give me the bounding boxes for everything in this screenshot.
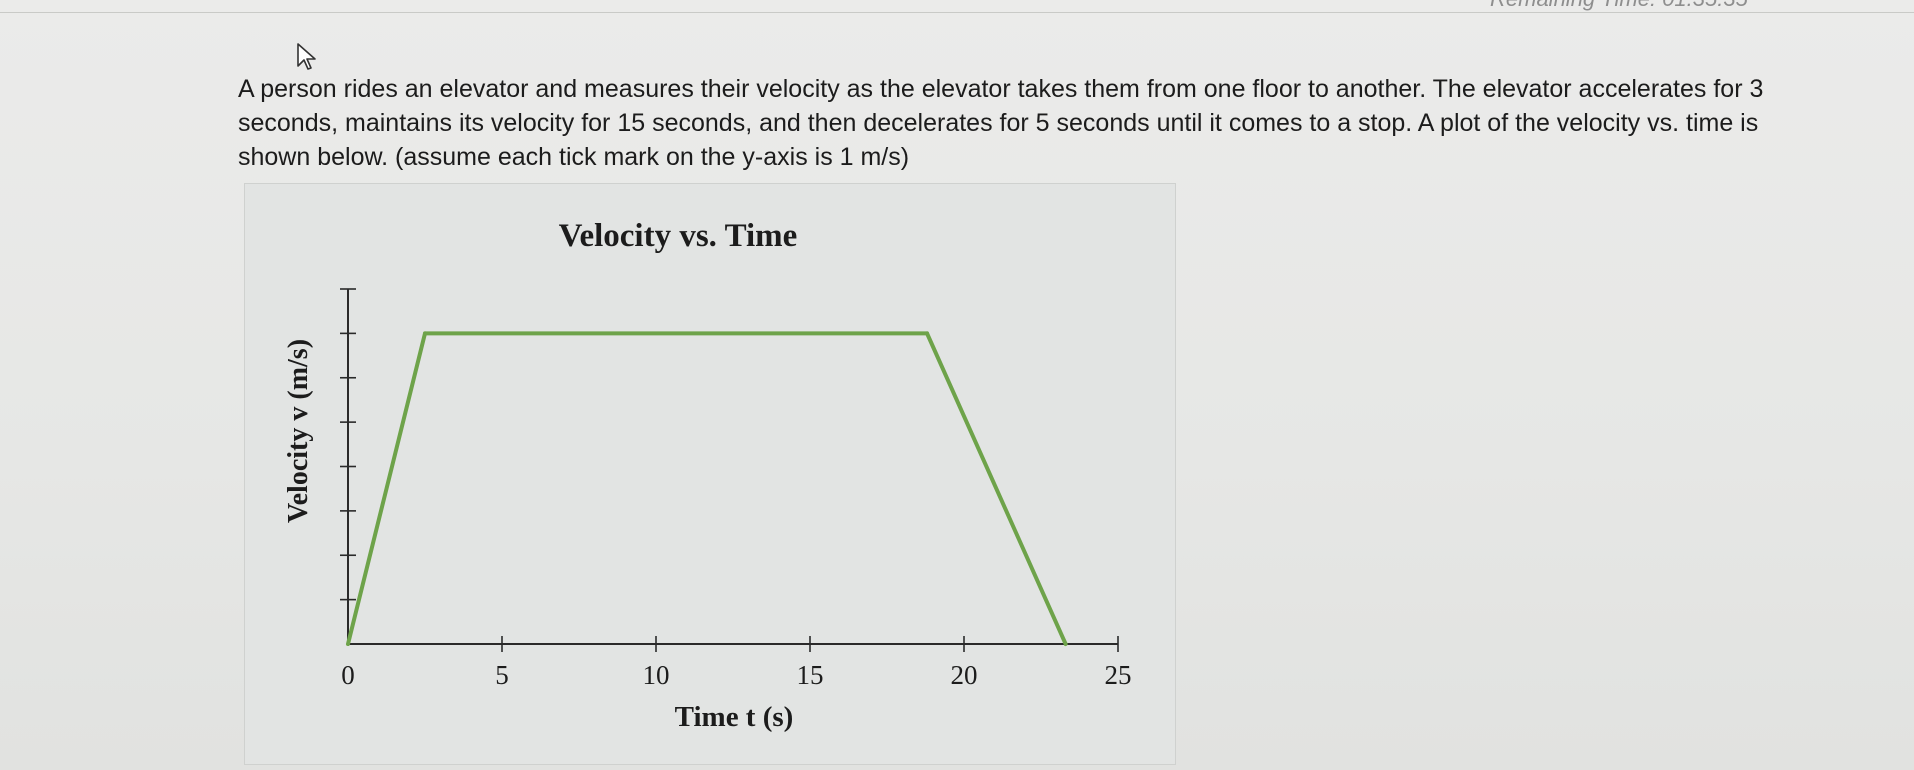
x-tick-label: 20	[951, 660, 978, 690]
mouse-pointer-icon	[297, 43, 316, 70]
chart-figure: 0 5 10 15 20 25 Velocity vs. Time Time t (s) …	[244, 183, 1176, 765]
question-text: A person rides an elevator and measures …	[238, 75, 1764, 171]
series-segment	[346, 331, 427, 646]
x-tick-label: 10	[643, 660, 670, 690]
top-divider	[0, 12, 1914, 13]
x-tick-label: 5	[495, 660, 509, 690]
x-tick-label: 25	[1105, 660, 1132, 690]
y-axis-label: Velocity v (m/s)	[283, 339, 314, 523]
series-segment	[925, 331, 1068, 646]
x-axis-label: Time t (s)	[675, 701, 794, 733]
chart-title: Velocity vs. Time	[559, 218, 798, 254]
timer-text: Remaining Time: 01:35:35	[1490, 0, 1748, 12]
x-tick-label: 0	[341, 660, 355, 690]
velocity-time-chart: 0 5 10 15 20 25 Velocity vs. Time Time t (s) …	[283, 218, 1132, 733]
x-tick-label: 15	[797, 660, 824, 690]
